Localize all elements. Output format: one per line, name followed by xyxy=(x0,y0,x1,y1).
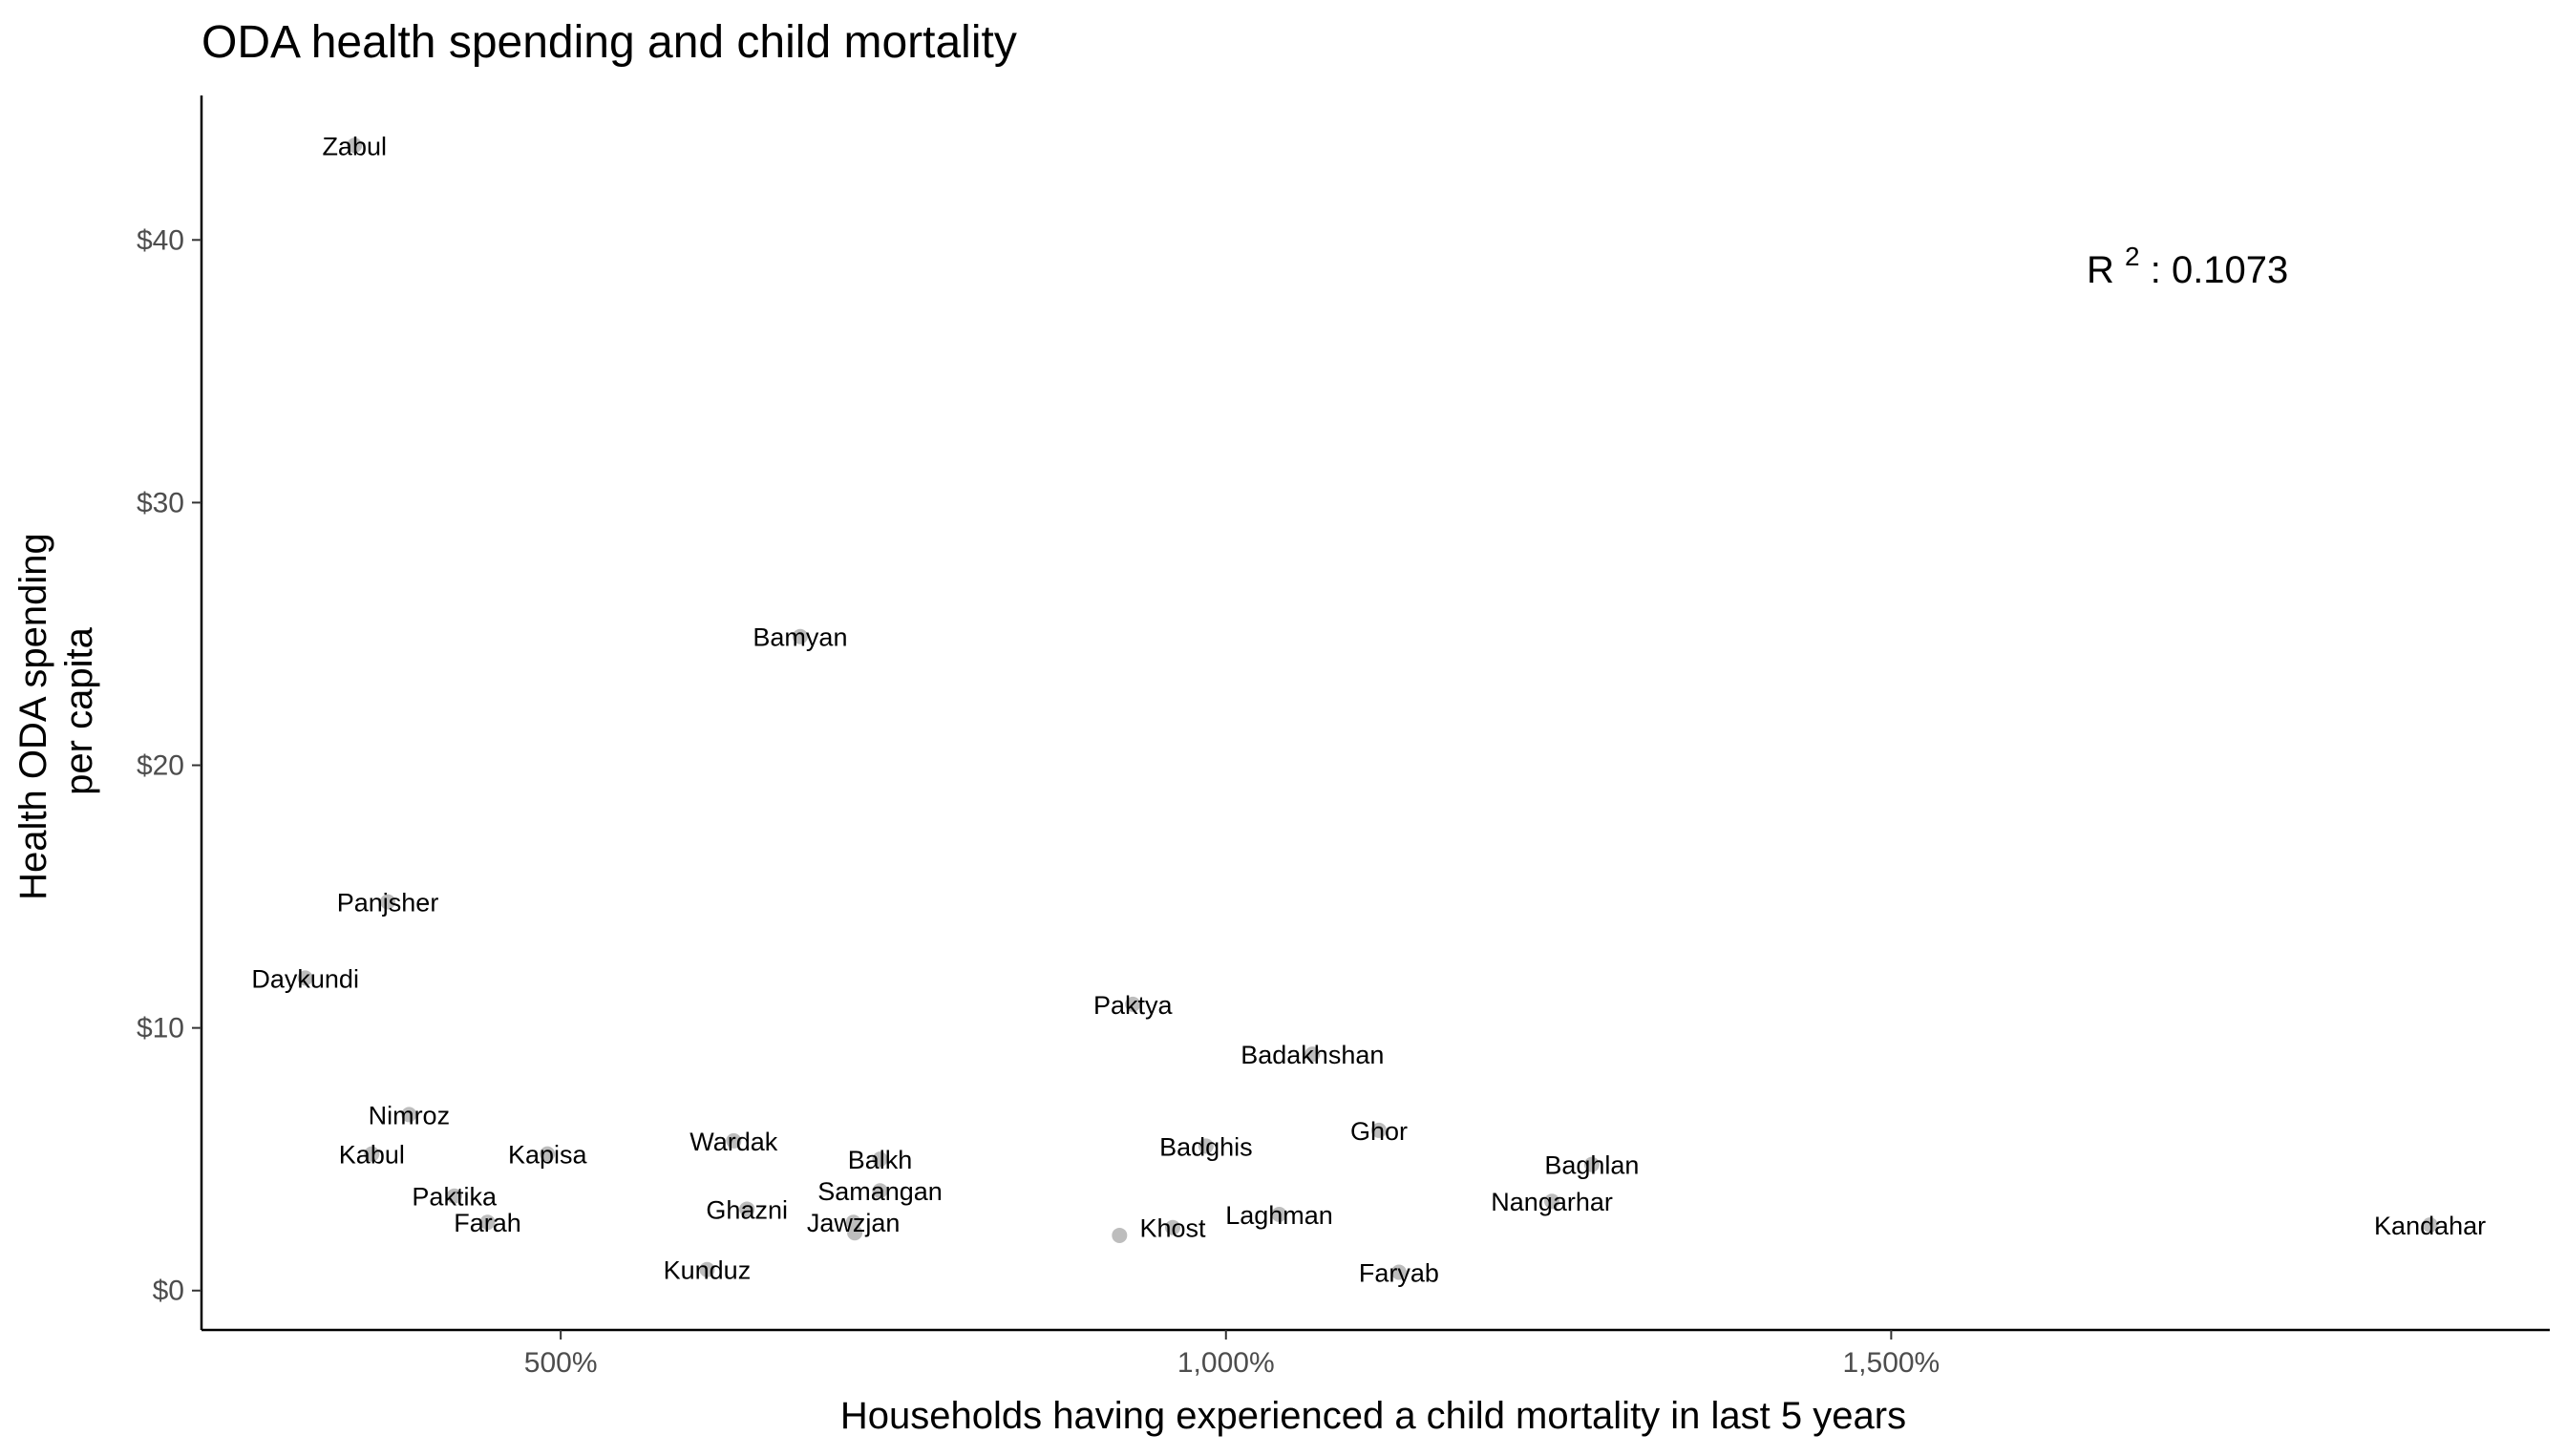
y-tick-label: $10 xyxy=(137,1013,184,1045)
data-point xyxy=(540,1146,556,1162)
data-point xyxy=(1271,1206,1287,1222)
y-axis-title-line-2: per capita xyxy=(58,626,100,794)
point-label: Ghazni xyxy=(706,1195,788,1224)
point-label: Ghor xyxy=(1350,1117,1408,1146)
point-label: Wardak xyxy=(689,1128,778,1156)
data-point xyxy=(1125,996,1141,1012)
point-label: Farah xyxy=(454,1209,521,1237)
x-tick-label: 1,500% xyxy=(1842,1347,1940,1379)
data-point xyxy=(1304,1046,1321,1063)
y-tick-label: $0 xyxy=(153,1276,184,1307)
point-label: Zabul xyxy=(322,132,387,160)
point-label: Bamyan xyxy=(753,623,847,652)
point-label: Kapisa xyxy=(508,1141,588,1170)
data-point xyxy=(1198,1138,1214,1154)
data-point xyxy=(479,1214,496,1231)
y-axis-title-line-1: Health ODA spending xyxy=(12,533,54,900)
point-label: Panjsher xyxy=(337,889,439,918)
data-point xyxy=(792,628,808,644)
data-point xyxy=(1583,1156,1600,1172)
data-point xyxy=(401,1107,417,1123)
data-point xyxy=(1112,1227,1128,1243)
data-point xyxy=(699,1261,715,1277)
point-label: Paktya xyxy=(1093,991,1174,1020)
chart-title: ODA health spending and child mortality xyxy=(201,17,1017,68)
r-squared-annotation: R 2 : 0.1073 xyxy=(2087,232,2288,291)
r-squared-superscript: 2 xyxy=(2125,242,2140,271)
data-point xyxy=(347,137,363,154)
data-point xyxy=(297,970,313,986)
data-point xyxy=(1390,1264,1407,1280)
data-point xyxy=(1165,1219,1181,1235)
data-point xyxy=(364,1146,380,1162)
y-tick-label: $40 xyxy=(137,224,184,256)
point-label: Balkh xyxy=(848,1146,913,1174)
point-label: Laghman xyxy=(1225,1201,1333,1230)
x-tick-label: 1,000% xyxy=(1177,1347,1275,1379)
point-label: Badghis xyxy=(1159,1132,1253,1161)
r-squared-value: : 0.1073 xyxy=(2151,249,2289,291)
data-point xyxy=(380,894,396,910)
x-axis-title: Households having experienced a child mo… xyxy=(840,1395,1906,1437)
point-label: Samangan xyxy=(817,1177,943,1206)
point-label: Paktika xyxy=(412,1183,498,1212)
y-axis-title: Health ODA spending per capita xyxy=(12,522,100,900)
data-point xyxy=(847,1225,863,1241)
point-label: Nangarhar xyxy=(1491,1188,1613,1216)
point-label: Kunduz xyxy=(664,1256,752,1285)
data-point xyxy=(2422,1216,2438,1233)
point-label: Kandahar xyxy=(2374,1212,2486,1240)
y-tick-label: $20 xyxy=(137,750,184,782)
data-point xyxy=(1544,1193,1560,1210)
point-label: Nimroz xyxy=(369,1101,451,1129)
point-label: Faryab xyxy=(1359,1258,1439,1287)
data-point xyxy=(1370,1122,1387,1138)
y-tick-label: $30 xyxy=(137,487,184,518)
point-label: Khost xyxy=(1140,1214,1207,1243)
plot-area: Zabul Bamyan Panjsher Daykundi Paktya Badakhs… xyxy=(251,132,2486,1287)
r-squared-prefix: R xyxy=(2087,249,2114,291)
data-point xyxy=(739,1201,755,1217)
point-label: Badakhshan xyxy=(1241,1041,1384,1069)
data-point xyxy=(446,1188,462,1204)
data-point xyxy=(726,1132,742,1149)
point-label: Kabul xyxy=(339,1141,405,1170)
data-point xyxy=(872,1151,888,1168)
x-tick-label: 500% xyxy=(524,1347,598,1379)
point-label: Baghlan xyxy=(1544,1151,1639,1180)
point-label: Jawzjan xyxy=(807,1209,901,1237)
point-label: Daykundi xyxy=(251,964,359,993)
data-point xyxy=(872,1183,888,1199)
